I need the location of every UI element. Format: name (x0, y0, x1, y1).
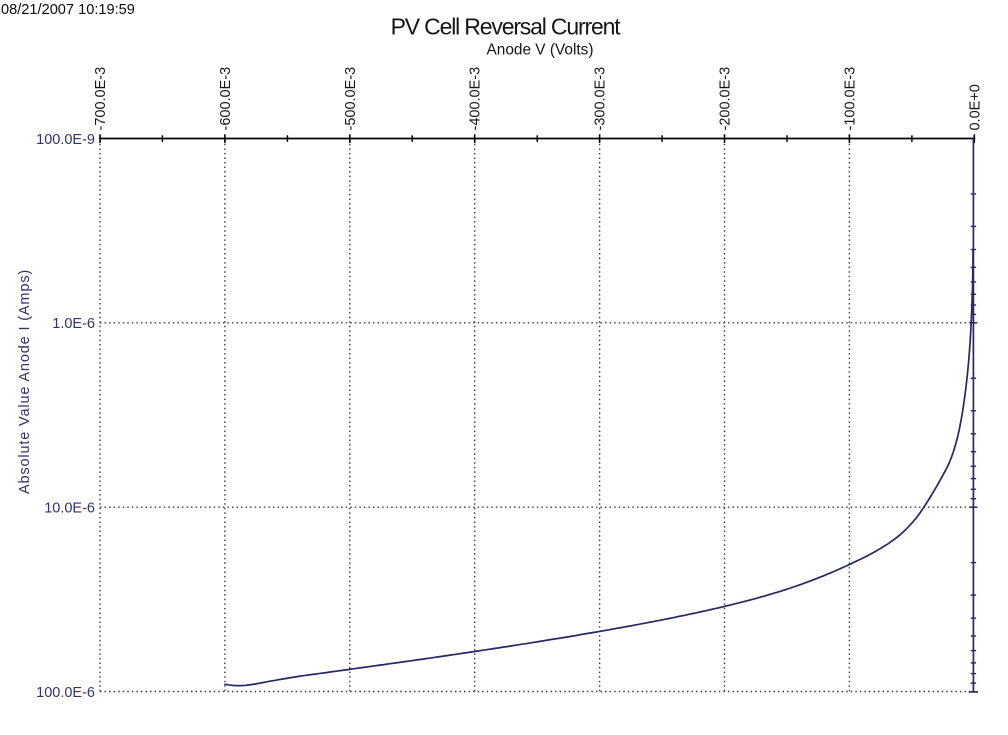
svg-text:Anode V (Volts): Anode V (Volts) (487, 42, 594, 59)
svg-text:08/21/2007 10:19:59: 08/21/2007 10:19:59 (1, 2, 135, 18)
svg-text:100.0E-6: 100.0E-6 (36, 685, 95, 701)
svg-text:-300.0E-3: -300.0E-3 (593, 67, 609, 131)
svg-text:Absolute Value Anode I (Amps): Absolute Value Anode I (Amps) (17, 269, 33, 494)
svg-text:-600.0E-3: -600.0E-3 (218, 67, 234, 131)
svg-text:100.0E-9: 100.0E-9 (36, 132, 95, 148)
svg-text:-200.0E-3: -200.0E-3 (718, 67, 734, 131)
svg-text:-100.0E-3: -100.0E-3 (842, 67, 858, 131)
svg-text:-700.0E-3: -700.0E-3 (93, 67, 109, 131)
svg-text:PV Cell Reversal Current: PV Cell Reversal Current (391, 14, 622, 40)
svg-text:-400.0E-3: -400.0E-3 (468, 67, 484, 131)
svg-text:-500.0E-3: -500.0E-3 (343, 67, 359, 131)
svg-text:1.0E-6: 1.0E-6 (52, 316, 95, 332)
svg-text:0.0E+0: 0.0E+0 (967, 84, 983, 130)
svg-text:10.0E-6: 10.0E-6 (44, 501, 95, 517)
